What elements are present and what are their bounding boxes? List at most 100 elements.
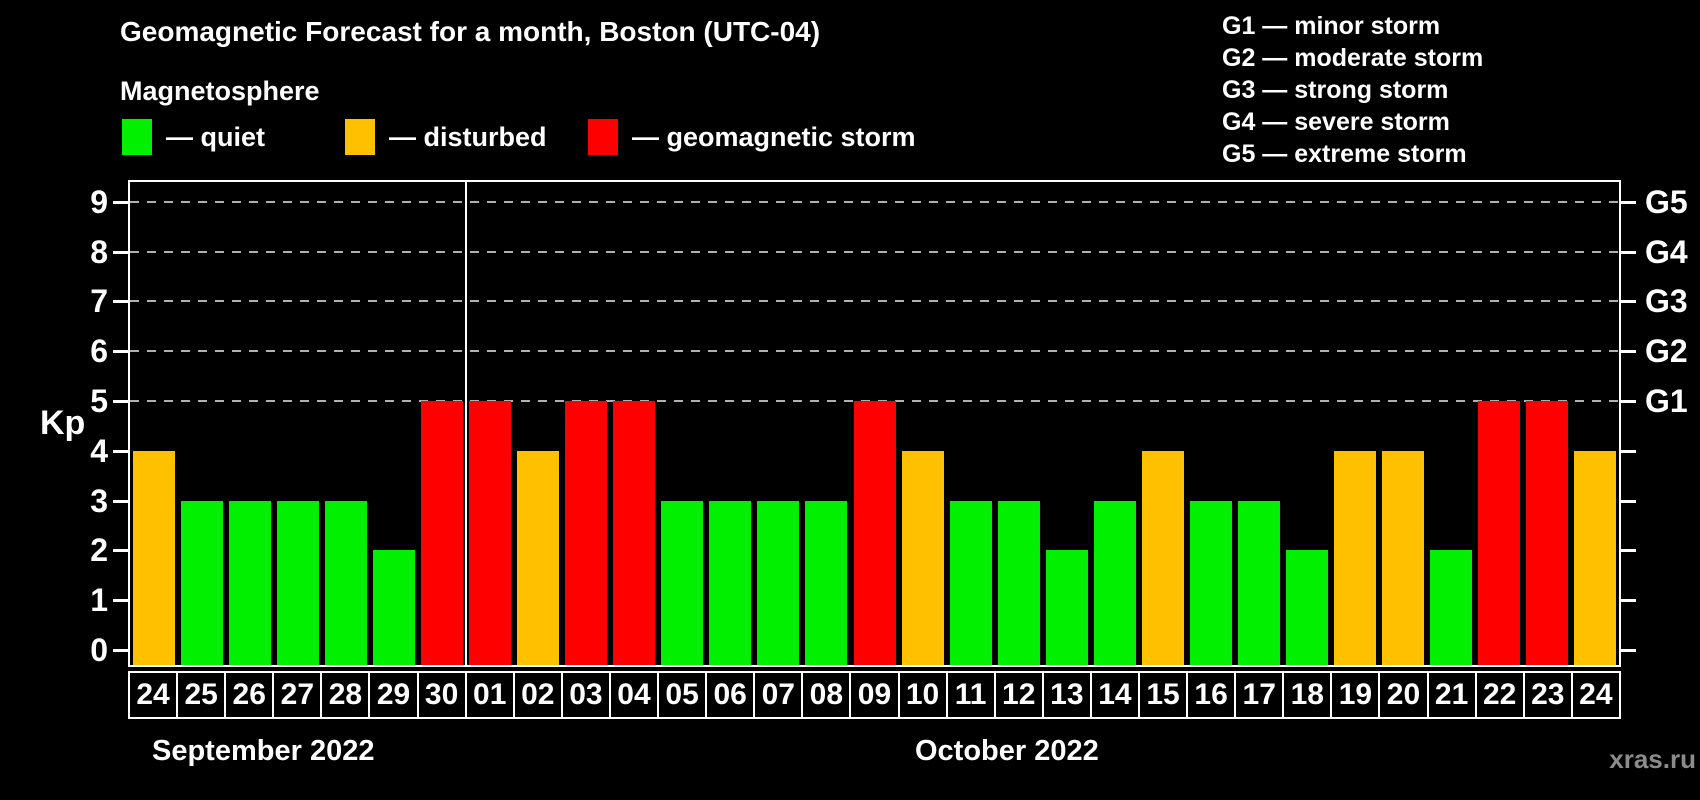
day-label-sep-29: 29 (368, 671, 419, 719)
day-label-sep-25: 25 (176, 671, 227, 719)
kp-bar-11 (949, 500, 992, 665)
kp-bar-06 (709, 500, 752, 665)
left-tick-kp8 (113, 250, 128, 254)
quiet-label: — quiet (166, 121, 265, 152)
right-tick-kp2 (1621, 549, 1636, 553)
day-label-oct-17: 17 (1234, 671, 1285, 719)
gridline-kp7 (130, 300, 1619, 303)
day-label-oct-06: 06 (705, 671, 756, 719)
left-tick-kp0 (113, 649, 128, 652)
disturbed-label: — disturbed (389, 121, 547, 152)
kp-bar-01 (469, 401, 512, 665)
y-tick-label-7: 7 (90, 283, 108, 320)
day-label-sep-24: 24 (128, 671, 179, 719)
day-label-oct-10: 10 (897, 671, 948, 719)
y-tick-label-2: 2 (90, 532, 108, 569)
kp-bar-30 (421, 401, 464, 665)
day-label-oct-20: 20 (1378, 671, 1429, 719)
day-label-oct-05: 05 (657, 671, 708, 719)
right-tick-kp1 (1621, 599, 1636, 603)
day-label-oct-18: 18 (1282, 671, 1333, 719)
right-tick-kp6 (1621, 350, 1636, 354)
g-scale-legend: G1 — minor storm G2 — moderate storm G3 … (1222, 10, 1483, 170)
kp-bar-16 (1189, 500, 1232, 665)
day-label-oct-13: 13 (1041, 671, 1092, 719)
left-tick-kp7 (113, 300, 128, 304)
quiet-color-swatch (122, 119, 152, 155)
magnetosphere-label: Magnetosphere (120, 76, 320, 106)
left-tick-kp3 (113, 499, 128, 503)
watermark: xras.ru (1609, 744, 1696, 774)
legend-item-quiet: — quiet (122, 118, 265, 156)
day-label-oct-11: 11 (945, 671, 996, 719)
y-tick-label-1: 1 (90, 582, 108, 619)
kp-bar-24 (1573, 450, 1616, 665)
g5-legend-line: G5 — extreme storm (1222, 140, 1467, 168)
day-label-oct-01: 01 (464, 671, 515, 719)
day-label-oct-23: 23 (1522, 671, 1573, 719)
y-tick-label-0: 0 (90, 632, 108, 668)
kp-bar-18 (1285, 550, 1328, 665)
g3-legend-line: G3 — strong storm (1222, 76, 1449, 104)
kp-bar-02 (517, 450, 560, 665)
day-label-oct-15: 15 (1137, 671, 1189, 719)
kp-bar-08 (805, 500, 848, 665)
kp-bar-12 (997, 500, 1040, 665)
kp-bar-04 (613, 401, 656, 665)
day-label-oct-16: 16 (1186, 671, 1237, 719)
kp-bar-09 (853, 401, 896, 665)
kp-bar-14 (1093, 500, 1136, 665)
day-label-oct-12: 12 (993, 671, 1044, 719)
disturbed-color-swatch (345, 119, 375, 155)
g-tick-label-g1: G1 (1645, 383, 1688, 419)
left-tick-kp6 (113, 350, 128, 354)
day-label-sep-27: 27 (272, 671, 323, 719)
y-tick-label-4: 4 (90, 432, 108, 469)
right-tick-kp3 (1621, 499, 1636, 503)
y-tick-label-6: 6 (90, 333, 108, 370)
gridline-kp9 (130, 200, 1619, 203)
left-tick-kp4 (113, 449, 128, 453)
storm-label: — geomagnetic storm (632, 121, 916, 152)
day-label-oct-08: 08 (801, 671, 852, 719)
left-tick-kp5 (113, 400, 128, 403)
g-tick-label-g3: G3 (1645, 283, 1688, 320)
plot-area (128, 180, 1621, 667)
day-label-oct-03: 03 (560, 671, 611, 719)
kp-bar-19 (1333, 450, 1376, 665)
day-label-oct-04: 04 (608, 671, 660, 719)
right-tick-kp9 (1621, 200, 1636, 204)
day-label-oct-19: 19 (1330, 671, 1381, 719)
g1-legend-line: G1 — minor storm (1222, 12, 1441, 40)
gridline-kp8 (130, 250, 1619, 253)
kp-bar-26 (229, 500, 272, 665)
kp-bar-07 (757, 500, 800, 665)
day-label-oct-02: 02 (512, 671, 563, 719)
kp-bar-15 (1141, 450, 1184, 665)
kp-bar-03 (565, 401, 608, 665)
left-tick-kp1 (113, 599, 128, 603)
month-separator-line (465, 182, 468, 665)
day-label-oct-07: 07 (753, 671, 804, 719)
legend-item-storm: — geomagnetic storm (588, 118, 916, 156)
day-label-sep-26: 26 (224, 671, 275, 719)
day-label-sep-28: 28 (320, 671, 371, 719)
kp-bar-22 (1477, 401, 1520, 665)
day-label-oct-09: 09 (849, 671, 900, 719)
legend-item-disturbed: — disturbed (345, 118, 547, 156)
day-label-oct-24: 24 (1570, 671, 1621, 719)
g-tick-label-g4: G4 (1645, 233, 1688, 270)
right-tick-kp8 (1621, 250, 1636, 254)
kp-bar-27 (277, 500, 320, 665)
y-axis-title: Kp (40, 404, 86, 442)
g4-legend-line: G4 — severe storm (1222, 108, 1450, 136)
kp-bar-28 (325, 500, 368, 665)
kp-bar-10 (901, 450, 944, 665)
left-tick-kp2 (113, 549, 128, 553)
kp-bar-05 (661, 500, 704, 665)
right-tick-kp7 (1621, 300, 1636, 304)
g-tick-label-g5: G5 (1645, 183, 1688, 220)
kp-bar-13 (1045, 550, 1088, 665)
kp-bar-24 (133, 450, 176, 665)
y-tick-label-9: 9 (90, 183, 108, 220)
